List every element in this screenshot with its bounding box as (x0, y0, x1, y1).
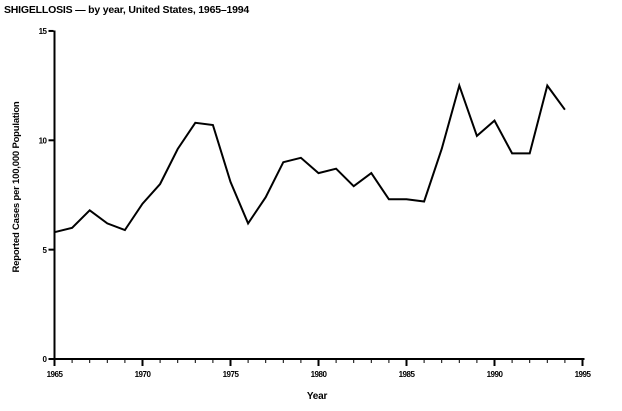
x-tick-label: 1965 (47, 370, 64, 379)
y-tick-label: 0 (43, 355, 48, 364)
y-tick-label: 5 (43, 246, 48, 255)
x-tick-label: 1975 (223, 370, 240, 379)
x-tick-label: 1980 (311, 370, 328, 379)
x-tick-label: 1990 (487, 370, 504, 379)
x-tick-label: 1970 (135, 370, 152, 379)
y-axis-title: Reported Cases per 100,000 Population (11, 101, 22, 272)
x-tick-label: 1995 (575, 370, 592, 379)
data-line (54, 82, 566, 234)
x-axis-title: Year (307, 391, 328, 402)
chart-plot-area: 0 5 10 15 1965 1970 1975 1980 1985 1990 1995 (39, 27, 592, 379)
y-tick-label: 15 (39, 27, 48, 36)
x-tick-label: 1985 (399, 370, 416, 379)
chart-title: SHIGELLOSIS — by year, United States, 19… (4, 4, 250, 16)
y-tick-label: 10 (39, 137, 48, 146)
